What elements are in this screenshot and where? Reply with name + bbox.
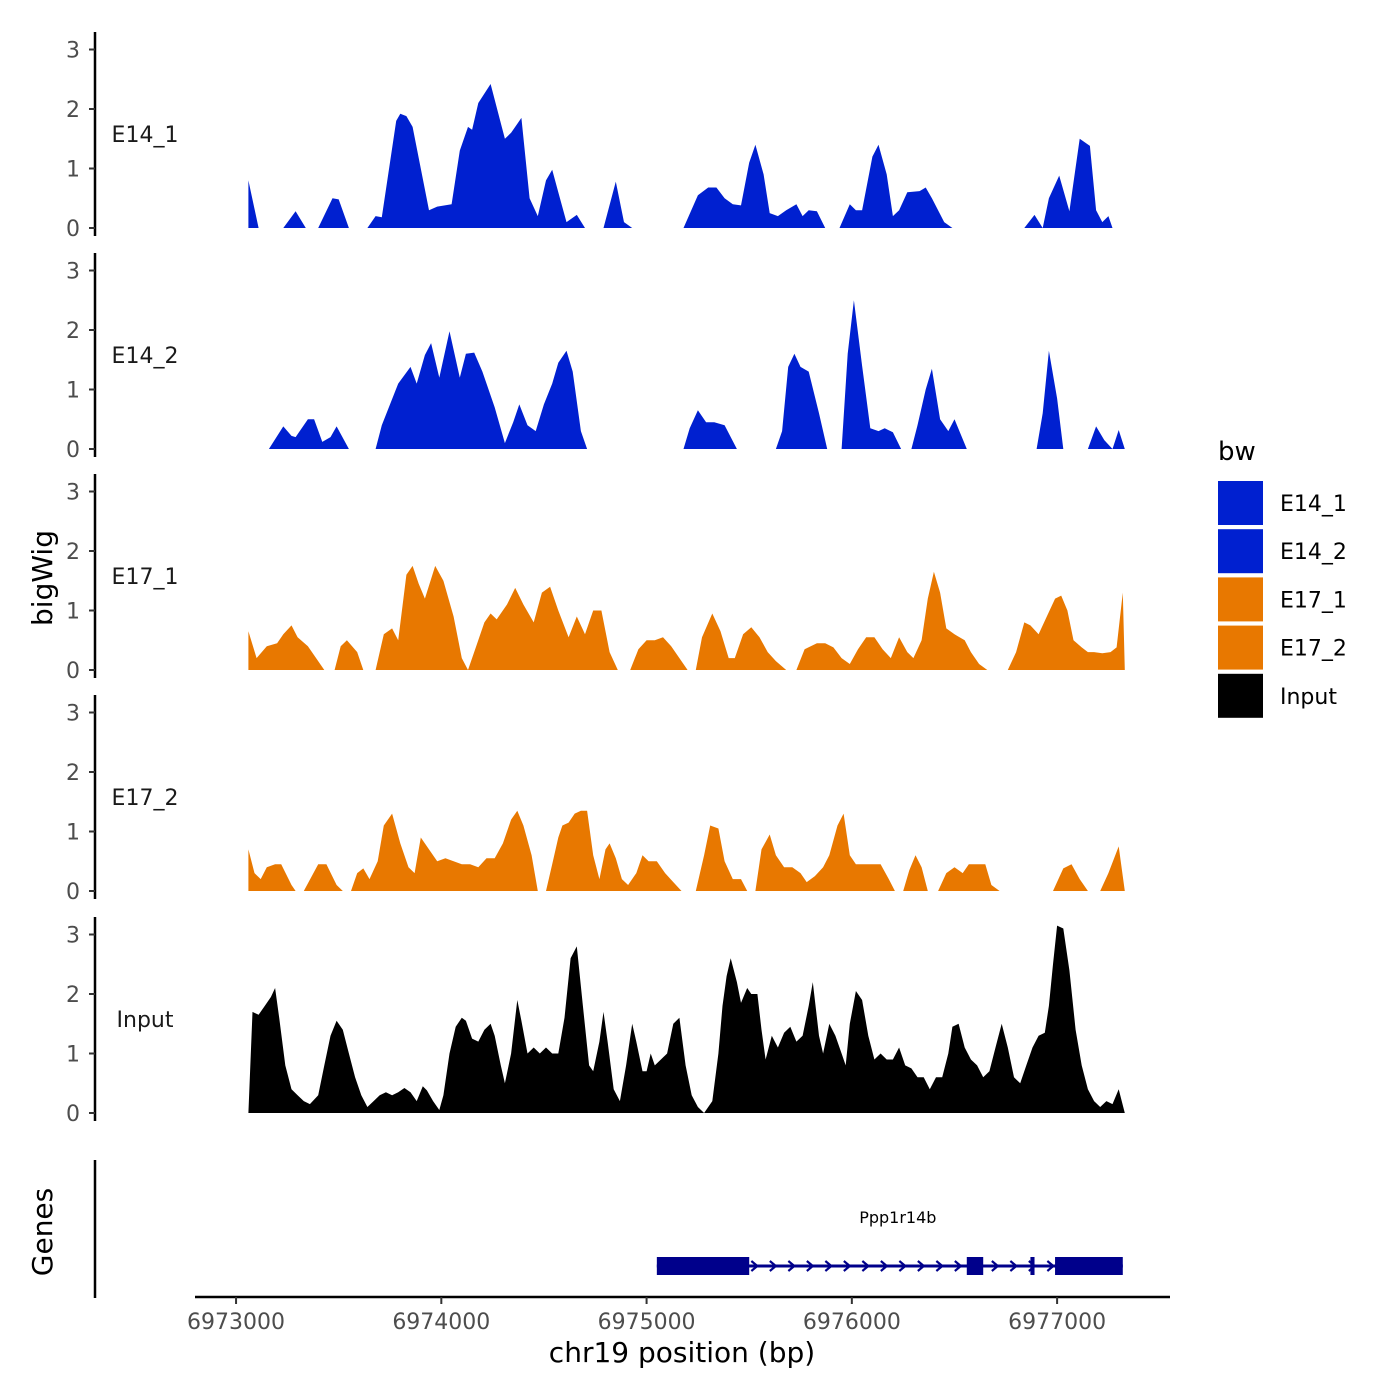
legend-title: bw (1218, 437, 1256, 467)
track-label-e17-2: E17_2 (112, 786, 179, 811)
y-tick-label-e17-2: 3 (66, 702, 80, 727)
legend-swatch-e14-1 (1218, 481, 1263, 525)
legend-swatch-e17-2 (1218, 625, 1263, 670)
y-tick-label-e17-1: 2 (66, 540, 80, 565)
gene-exon (966, 1257, 984, 1275)
gene-strand-arrow (750, 1260, 760, 1272)
area-series-e14-1 (248, 84, 1113, 228)
genes-axis-title: Genes (26, 1188, 59, 1276)
y-tick-label-e17-1: 1 (66, 600, 80, 625)
track-label-e17-1: E17_1 (112, 565, 179, 590)
legend-swatch-e14-2 (1218, 529, 1263, 574)
y-tick-label-e17-1: 3 (66, 481, 80, 506)
gene-strand-arrow (824, 1260, 834, 1272)
gene-strand-arrow (1009, 1260, 1019, 1272)
y-tick-label-e14-1: 3 (66, 39, 80, 64)
gene-strand-arrow (954, 1260, 963, 1272)
y-tick-label-input: 3 (66, 924, 80, 949)
y-tick-label-input: 1 (66, 1043, 80, 1068)
legend-label-e17-2: E17_2 (1280, 637, 1347, 662)
gene-strand-arrow (1046, 1260, 1056, 1272)
x-tick-label: 6973000 (187, 1310, 285, 1335)
y-tick-label-e14-2: 0 (66, 438, 80, 463)
y-tick-label-e17-2: 0 (66, 880, 80, 905)
gene-strand-arrow (861, 1260, 871, 1272)
x-tick-label: 6974000 (392, 1310, 490, 1335)
legend-label-e14-1: E14_1 (1280, 492, 1347, 517)
x-tick-label: 6977000 (1008, 1310, 1106, 1335)
gene-strand-arrow (769, 1260, 778, 1272)
y-tick-label-e14-2: 2 (66, 319, 80, 344)
gene-strand-arrow (843, 1260, 852, 1272)
legend-label-input: Input (1280, 685, 1337, 710)
y-tick-label-input: 0 (66, 1102, 80, 1127)
track-label-e14-2: E14_2 (112, 344, 179, 369)
legend-swatch-input (1218, 673, 1263, 718)
y-tick-label-e14-2: 1 (66, 379, 80, 404)
area-series-e14-2 (268, 300, 1125, 449)
gene-strand-arrow (787, 1260, 797, 1272)
track-label-input: Input (117, 1008, 174, 1033)
area-series-e17-2 (248, 810, 1125, 891)
y-tick-label-input: 2 (66, 983, 80, 1008)
area-series-input (248, 925, 1125, 1113)
track-label-e14-1: E14_1 (112, 123, 179, 148)
gene-strand-arrow (898, 1260, 908, 1272)
gene-strand-arrow (991, 1260, 1000, 1272)
legend-label-e14-2: E14_2 (1280, 540, 1347, 565)
y-tick-label-e14-2: 3 (66, 260, 80, 285)
y-tick-label-e14-1: 1 (66, 158, 80, 183)
gene-strand-arrow (935, 1260, 945, 1272)
gene-exon (1055, 1257, 1123, 1275)
gene-exon (1030, 1257, 1035, 1275)
legend-label-e17-1: E17_1 (1280, 588, 1347, 613)
gene-strand-arrow (917, 1260, 926, 1272)
y-axis-title: bigWig (26, 530, 59, 626)
x-tick-label: 6976000 (803, 1310, 901, 1335)
x-axis-title: chr19 position (bp) (549, 1336, 815, 1369)
area-series-e17-1 (248, 565, 1125, 670)
y-tick-label-e14-1: 0 (66, 217, 80, 242)
plot-layer: 0 1 2 3 E14_1 0 1 2 3 E14_2 0 1 2 3 E17_1 0 1 2 3 E17_2 0 1 2 3… (66, 32, 1347, 1335)
x-tick-label: 6975000 (598, 1310, 696, 1335)
gene-exon (656, 1257, 750, 1275)
y-tick-label-e17-2: 2 (66, 761, 80, 786)
legend-swatch-e17-1 (1218, 577, 1263, 622)
y-tick-label-e17-1: 0 (66, 659, 80, 684)
gene-strand-arrow (880, 1260, 889, 1272)
y-tick-label-e14-1: 2 (66, 98, 80, 123)
gene-strand-arrow (806, 1260, 815, 1272)
y-tick-label-e17-2: 1 (66, 821, 80, 846)
gene-label: Ppp1r14b (859, 1208, 936, 1227)
